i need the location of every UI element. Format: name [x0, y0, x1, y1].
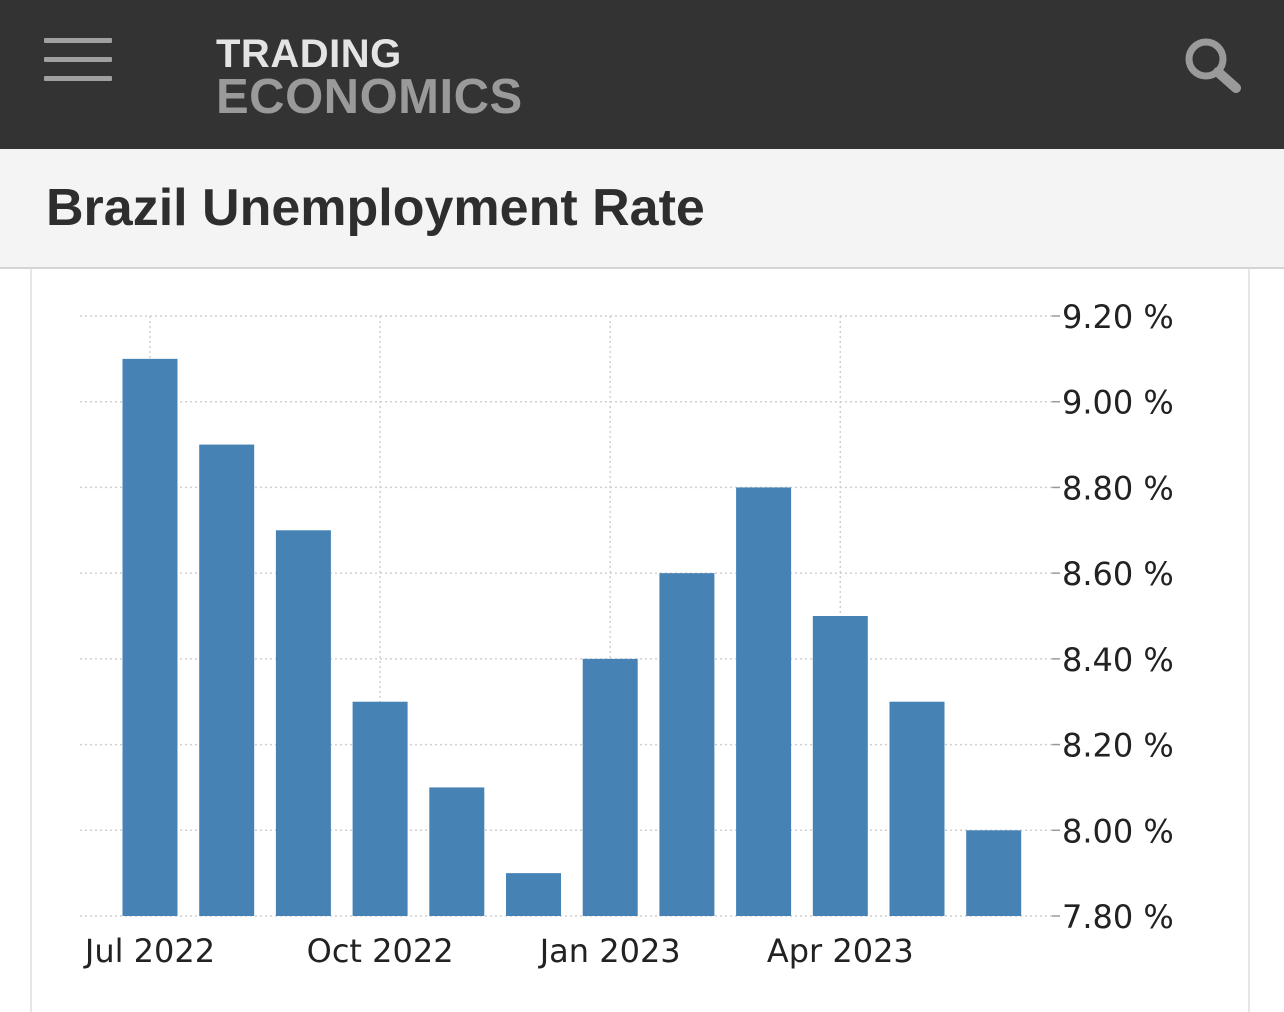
x-tick-label: Apr 2023 [767, 932, 914, 970]
menu-line [44, 57, 112, 62]
bar [352, 701, 408, 916]
y-tick-label: 8.60 % [1062, 555, 1174, 593]
bar [889, 701, 945, 916]
x-tick-label: Jul 2022 [83, 932, 215, 970]
bar [275, 530, 331, 916]
y-tick-label: 9.20 % [1062, 298, 1174, 336]
menu-line [44, 38, 112, 43]
y-tick-label: 8.00 % [1062, 812, 1174, 850]
top-navigation-bar: TRADING ECONOMICS [0, 0, 1284, 149]
title-bar [0, 149, 1284, 269]
bar [429, 787, 485, 916]
bar [736, 487, 792, 916]
y-tick-label: 8.40 % [1062, 641, 1174, 679]
trading-economics-logo[interactable]: TRADING ECONOMICS [216, 32, 523, 124]
bar [659, 573, 715, 916]
y-tick-label: 7.80 % [1062, 898, 1174, 936]
x-axis-ticks: Jul 2022 Oct 2022 Jan 2023 Apr 2023 [83, 932, 914, 970]
hamburger-menu-icon[interactable] [44, 38, 112, 82]
bar [582, 658, 638, 916]
bar [122, 358, 178, 916]
search-button[interactable] [1180, 34, 1244, 94]
bar [506, 873, 561, 916]
bars [122, 358, 1022, 916]
bar [966, 830, 1022, 916]
menu-line [44, 76, 112, 81]
logo-top-text: TRADING [216, 32, 402, 76]
bar [199, 444, 255, 916]
y-tick-label: 8.80 % [1062, 469, 1174, 507]
unemployment-bar-chart: 7.80 % 8.00 % 8.20 % 8.40 % 8.60 % 8.80 % 9.00… [80, 298, 1174, 970]
y-tick-label: 9.00 % [1062, 384, 1174, 422]
x-tick-label: Jan 2023 [538, 932, 681, 970]
page-title: Brazil Unemployment Rate [46, 179, 705, 237]
y-tick-label: 8.20 % [1062, 727, 1174, 765]
y-axis-ticks: 7.80 % 8.00 % 8.20 % 8.40 % 8.60 % 8.80 % 9.00… [1062, 298, 1174, 936]
search-icon [1185, 38, 1241, 93]
x-tick-label: Oct 2022 [307, 932, 454, 970]
bar [812, 616, 868, 916]
chart-panel [30, 269, 1250, 1012]
logo-bottom-text: ECONOMICS [216, 70, 523, 124]
